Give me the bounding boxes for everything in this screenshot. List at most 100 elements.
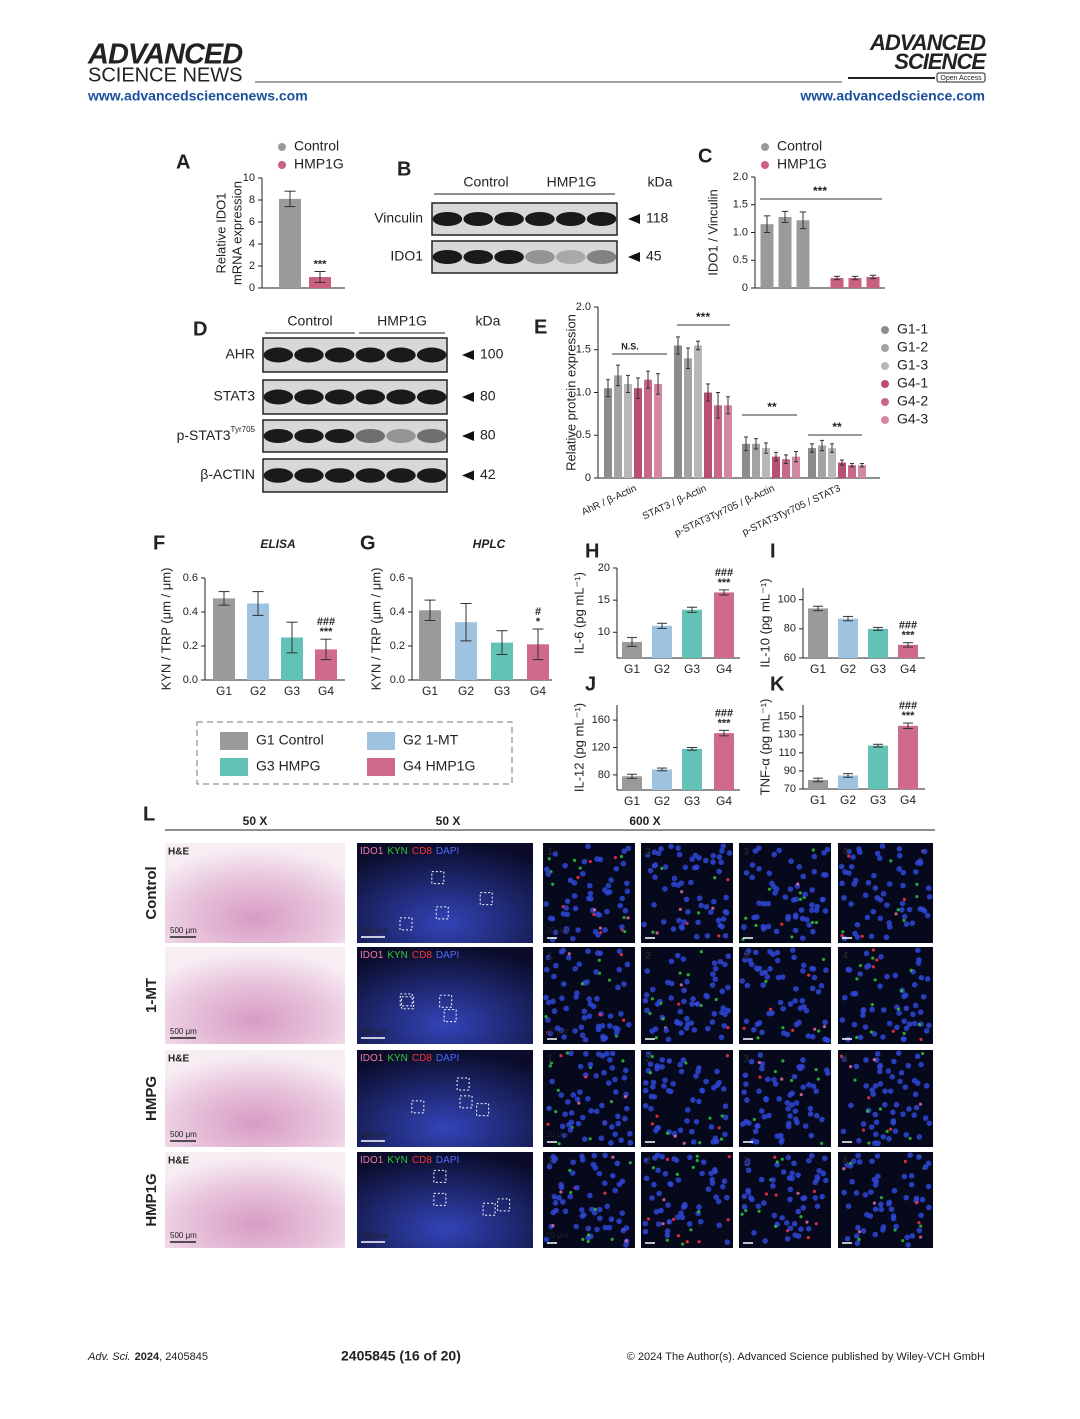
cell	[903, 1194, 910, 1201]
cell	[813, 907, 820, 914]
x-tick-label: G1	[624, 794, 640, 808]
cell	[551, 973, 557, 980]
cell	[916, 957, 922, 963]
bar	[868, 745, 888, 789]
cell	[716, 868, 722, 875]
cell	[919, 1196, 926, 1203]
cell	[552, 929, 559, 936]
legend-marker	[278, 161, 286, 169]
cell	[777, 999, 784, 1006]
brand: SCIENCE	[894, 49, 987, 74]
channel-label: CD8	[412, 950, 432, 961]
blot-band	[463, 211, 494, 227]
cell	[800, 1084, 807, 1090]
cell	[598, 926, 602, 930]
url[interactable]: www.advancedscience.com	[799, 88, 985, 104]
cell	[804, 916, 810, 923]
cell	[872, 1231, 879, 1238]
cell	[677, 1008, 684, 1015]
cell	[712, 965, 719, 972]
cell	[567, 1193, 574, 1200]
cell	[710, 853, 717, 859]
channel-label: IDO1	[360, 846, 384, 857]
cell	[795, 1172, 801, 1178]
row-label: STAT3	[214, 388, 256, 404]
cell	[924, 976, 931, 982]
cell	[628, 1161, 632, 1165]
cell	[752, 848, 759, 854]
url[interactable]: www.advancedsciencenews.com	[87, 88, 308, 104]
cell	[622, 1115, 628, 1122]
scale-label: 20 μm	[546, 1027, 569, 1036]
cell	[624, 880, 630, 887]
cell	[683, 896, 690, 903]
x-tick-label: G4	[530, 684, 546, 698]
cell	[749, 862, 756, 868]
cell	[857, 971, 864, 977]
cell	[595, 932, 601, 938]
cell	[646, 1217, 651, 1221]
y-tick-label: 0.4	[183, 606, 198, 618]
cell	[621, 981, 627, 987]
cell	[766, 870, 773, 877]
cell	[616, 966, 623, 973]
cell	[593, 969, 599, 975]
cell	[604, 890, 611, 896]
cell	[612, 1131, 619, 1138]
blot-band	[525, 211, 555, 227]
panel-letter: F	[153, 532, 165, 554]
cell	[757, 1060, 761, 1065]
cell	[875, 958, 879, 962]
cell	[546, 1163, 553, 1170]
bar	[848, 278, 862, 288]
cell	[678, 1029, 685, 1036]
cell	[676, 917, 682, 924]
cell	[776, 847, 782, 854]
cell	[748, 1058, 755, 1065]
arrow	[628, 214, 640, 224]
cell	[814, 1222, 818, 1226]
cell	[877, 1201, 884, 1208]
kda-label: 45	[646, 248, 662, 264]
cell	[774, 1161, 780, 1168]
roi-box	[399, 917, 413, 931]
cell	[584, 979, 590, 985]
cell	[789, 947, 796, 953]
cell	[577, 1089, 583, 1095]
cell	[901, 1036, 907, 1042]
legend-label: G4-3	[897, 411, 928, 427]
cell	[882, 1088, 888, 1094]
x-tick-label: G1	[624, 662, 640, 676]
cell	[675, 845, 681, 851]
cell	[547, 857, 551, 861]
cell	[918, 974, 925, 981]
cell	[716, 1222, 723, 1229]
cell	[894, 912, 898, 916]
scale-label: 500 μm	[361, 1231, 388, 1240]
cell	[676, 1234, 681, 1238]
cell	[787, 886, 794, 893]
cell	[778, 1139, 785, 1145]
cell	[791, 1160, 797, 1167]
tile-number: 3	[743, 846, 749, 858]
cell	[678, 1210, 684, 1216]
cell	[784, 1031, 791, 1038]
cell	[725, 953, 732, 959]
cell	[857, 1230, 861, 1234]
cell	[899, 989, 904, 993]
bar	[742, 443, 750, 478]
blot-band	[494, 249, 524, 265]
cell	[853, 1190, 860, 1196]
cell	[896, 1010, 902, 1016]
legend-swatch	[220, 758, 248, 776]
cell	[820, 1141, 824, 1145]
cell	[579, 1213, 586, 1219]
cell	[913, 869, 919, 875]
cell	[792, 998, 798, 1004]
cell	[705, 1186, 712, 1192]
cell	[685, 1240, 689, 1244]
cell	[719, 923, 725, 930]
cell	[584, 1075, 588, 1079]
cell	[878, 953, 884, 960]
cell	[720, 1114, 724, 1118]
